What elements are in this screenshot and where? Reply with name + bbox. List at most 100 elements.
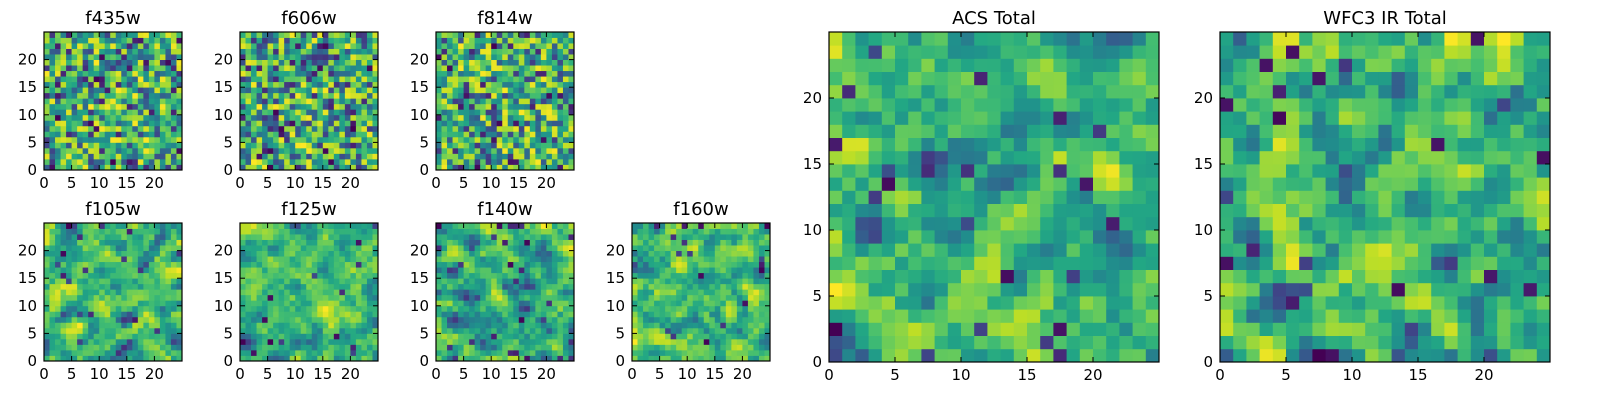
heatmap-cell [747, 349, 754, 356]
heatmap-cell [742, 278, 749, 285]
heatmap-cell [452, 333, 459, 340]
heatmap-cell [137, 355, 144, 362]
heatmap-cell [66, 92, 72, 99]
heatmap-cell [165, 103, 172, 110]
heatmap-cell [753, 294, 760, 301]
heatmap-cell [551, 300, 558, 307]
heatmap-cell [44, 289, 50, 296]
heatmap-cell [535, 37, 542, 44]
heatmap-cell [546, 283, 553, 290]
heatmap-cell [137, 103, 144, 110]
heatmap-cell [165, 234, 172, 240]
heatmap-cell [557, 355, 564, 362]
heatmap-cell [1119, 322, 1133, 336]
heatmap-cell [469, 114, 476, 121]
heatmap-cell [273, 114, 280, 121]
heatmap-cell [529, 245, 536, 251]
heatmap-cell [267, 76, 274, 83]
heatmap-cell [436, 92, 442, 99]
heatmap-cell [339, 32, 346, 38]
heatmap-cell [372, 43, 379, 49]
heatmap-cell [535, 316, 542, 323]
heatmap-cell [273, 37, 280, 44]
heatmap-cell [687, 327, 694, 334]
heatmap-cell [524, 147, 531, 154]
heatmap-cell [148, 37, 155, 44]
heatmap-cell [632, 250, 638, 257]
heatmap-cell [513, 43, 520, 49]
heatmap-cell [947, 282, 962, 297]
heatmap-cell [654, 256, 660, 263]
x-tick-label: 15 [313, 365, 332, 383]
heatmap-cell [328, 125, 335, 132]
heatmap-cell [568, 256, 575, 263]
heatmap-cell [132, 48, 139, 55]
heatmap-cell [507, 250, 514, 257]
heatmap-cell [121, 142, 128, 149]
heatmap-cell [148, 131, 155, 138]
heatmap-cell [328, 131, 335, 138]
heatmap-cell [1145, 296, 1160, 310]
heatmap-cell [372, 65, 379, 72]
heatmap-cell [692, 349, 699, 356]
heatmap-cell [110, 43, 117, 49]
heatmap-cell [366, 70, 373, 77]
heatmap-cell [1093, 282, 1107, 297]
heatmap-cell [245, 305, 252, 312]
heatmap-cell [300, 103, 307, 110]
heatmap-cell [742, 245, 749, 251]
heatmap-cell [295, 333, 302, 340]
heatmap-cell [463, 305, 470, 312]
heatmap-cell [855, 243, 869, 257]
heatmap-cell [66, 48, 72, 55]
heatmap-cell [529, 54, 536, 60]
heatmap-cell [240, 76, 246, 83]
heatmap-cell [71, 322, 78, 329]
heatmap-cell [245, 158, 252, 165]
heatmap-cell [170, 59, 177, 66]
heatmap-cell [284, 59, 291, 66]
heatmap-cell [632, 256, 638, 263]
heatmap-cell [143, 125, 150, 132]
heatmap-cell [44, 92, 50, 99]
heatmap-cell [322, 228, 329, 235]
heatmap-cell [436, 250, 442, 257]
heatmap-cell [295, 239, 302, 246]
heatmap-cell [474, 87, 481, 94]
heatmap-cell [240, 327, 246, 334]
heatmap-cell [159, 294, 166, 301]
heatmap-cell [485, 228, 492, 235]
heatmap-cell [165, 54, 172, 60]
heatmap-cell [747, 250, 754, 257]
heatmap-cell [480, 48, 487, 55]
heatmap-cell [350, 81, 357, 88]
heatmap-cell [104, 300, 111, 307]
heatmap-cell [333, 333, 340, 340]
heatmap-cell [55, 278, 61, 285]
heatmap-cell [469, 234, 476, 240]
heatmap-cell [709, 349, 716, 356]
heatmap-cell [66, 223, 72, 229]
heatmap-cell [165, 223, 172, 229]
heatmap-cell [110, 153, 117, 160]
heatmap-cell [557, 43, 564, 49]
heatmap-cell [44, 114, 50, 121]
heatmap-cell [262, 136, 268, 143]
heatmap-cell [176, 98, 183, 105]
heatmap-cell [546, 327, 553, 334]
y-tick-label: 20 [410, 242, 429, 260]
heatmap-cell [643, 250, 649, 257]
heatmap-cell [987, 256, 1001, 270]
heatmap-cell [436, 81, 442, 88]
heatmap-cell [458, 48, 464, 55]
heatmap-cell [355, 283, 362, 290]
heatmap-cell [110, 32, 117, 38]
heatmap-cell [1119, 348, 1133, 363]
heatmap-cell [496, 92, 503, 99]
heatmap-cell [436, 125, 442, 132]
heatmap-cell [245, 81, 252, 88]
heatmap-cell [513, 142, 520, 149]
heatmap-cell [306, 120, 313, 127]
heatmap-cell [176, 125, 183, 132]
heatmap-cell [251, 349, 257, 356]
